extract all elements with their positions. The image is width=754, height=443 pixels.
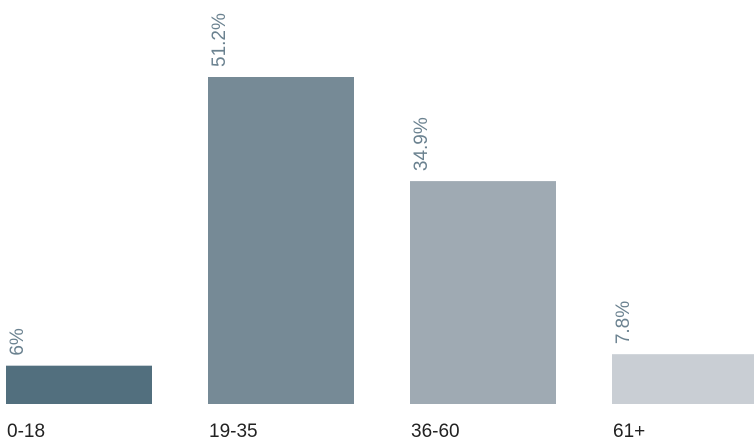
value-label-0-18: 6% (7, 328, 28, 356)
bar-36-60 (410, 181, 556, 404)
category-label-36-60: 36-60 (411, 421, 460, 442)
bars-group (6, 77, 754, 404)
bar-0-18 (6, 365, 152, 404)
value-label-61+: 7.8% (613, 301, 634, 344)
bar-19-35 (208, 77, 354, 404)
value-label-36-60: 34.9% (411, 117, 432, 171)
category-label-0-18: 0-18 (7, 421, 45, 442)
category-label-61+: 61+ (613, 421, 645, 442)
value-label-19-35: 51.2% (209, 13, 230, 67)
category-label-19-35: 19-35 (209, 421, 258, 442)
bar-61+ (612, 354, 754, 404)
category-labels-group: 0-18 19-35 36-60 61+ (7, 421, 645, 442)
value-labels-group: 6% 51.2% 34.9% 7.8% (7, 13, 634, 356)
